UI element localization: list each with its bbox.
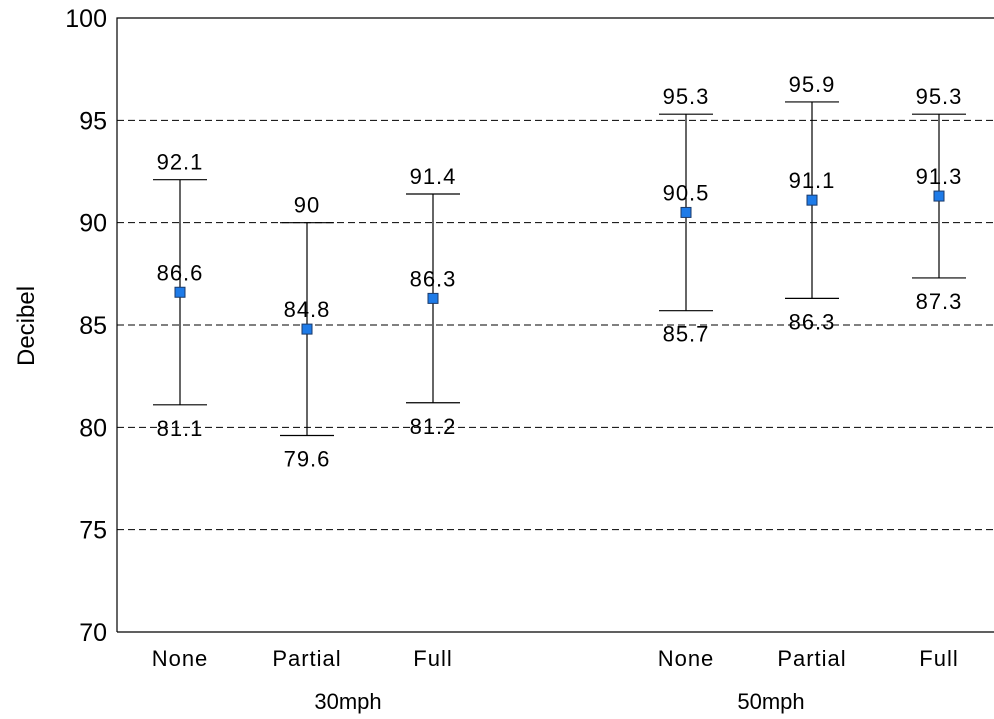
upper-value-label: 92.1 [157, 150, 204, 175]
x-category-label: Full [413, 646, 452, 671]
lower-value-label: 87.3 [916, 289, 963, 314]
y-tick-label: 90 [79, 210, 107, 238]
y-tick-label: 75 [79, 517, 107, 545]
y-axis-title: Decibel [13, 286, 40, 366]
mean-value-label: 90.5 [663, 180, 710, 205]
y-tick-label: 100 [65, 5, 107, 33]
y-tick-label: 85 [79, 312, 107, 340]
mean-point [427, 292, 439, 304]
mean-value-label: 84.8 [284, 297, 331, 322]
group-label: 50mph [737, 689, 804, 714]
upper-value-label: 90 [294, 193, 320, 218]
upper-value-label: 91.4 [410, 164, 457, 189]
mean-point [174, 286, 186, 298]
x-category-label: None [658, 646, 715, 671]
mean-value-label: 91.3 [916, 164, 963, 189]
upper-value-label: 95.9 [789, 72, 836, 97]
y-tick-label: 95 [79, 107, 107, 135]
x-category-label: Partial [272, 646, 341, 671]
upper-value-label: 95.3 [916, 84, 963, 109]
upper-value-label: 95.3 [663, 84, 710, 109]
lower-value-label: 79.6 [284, 447, 331, 472]
x-category-label: None [152, 646, 209, 671]
mean-point [301, 323, 313, 335]
mean-point [933, 190, 945, 202]
mean-point [806, 194, 818, 206]
y-tick-label: 80 [79, 414, 107, 442]
mean-value-label: 91.1 [789, 168, 836, 193]
mean-value-label: 86.6 [157, 260, 204, 285]
y-tick-label: 70 [79, 619, 107, 647]
lower-value-label: 85.7 [663, 322, 710, 347]
axes: 70 75 80 85 90 95 100 30mph None Partial Full 50mph… [65, 5, 994, 714]
group-label: 30mph [314, 689, 381, 714]
lower-value-label: 86.3 [789, 309, 836, 334]
data-marks: 92.1 86.6 81.1 90 84.8 79.6 91.4 86.3 81.2 95.3 90… [153, 72, 966, 472]
lower-value-label: 81.2 [410, 414, 457, 439]
mean-value-label: 86.3 [410, 266, 457, 291]
lower-value-label: 81.1 [157, 416, 204, 441]
plot-frame [116, 17, 994, 632]
grid-lines [117, 119, 994, 531]
x-category-label: Partial [777, 646, 846, 671]
x-category-label: Full [919, 646, 958, 671]
mean-point [680, 206, 692, 218]
